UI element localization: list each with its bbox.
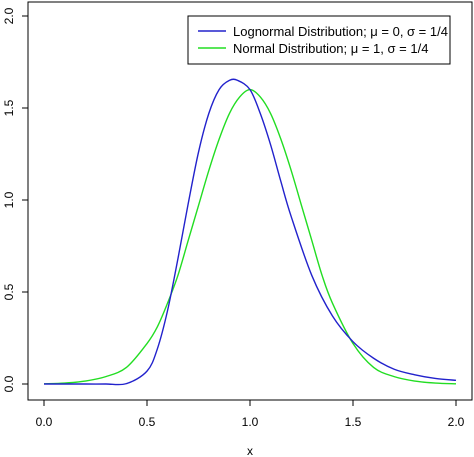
series-layer	[43, 78, 457, 386]
y-axis: 0.0 0.5 1.0 1.5 2.0	[2, 7, 29, 392]
legend-box	[187, 15, 451, 65]
x-tick-label: 1.5	[345, 415, 362, 429]
y-tick-label: 1.5	[2, 99, 16, 116]
legend: Lognormal Distribution; μ = 0, σ = 1/4 No…	[187, 15, 451, 65]
normal-curve	[43, 88, 457, 385]
legend-item-normal-label: Normal Distribution; μ = 1, σ = 1/4	[233, 41, 428, 56]
y-tick-label: 0.5	[2, 283, 16, 300]
y-tick-label: 0.0	[2, 375, 16, 392]
lognormal-curve	[43, 78, 457, 386]
y-tick-label: 1.0	[2, 191, 16, 208]
x-tick-label: 1.0	[242, 415, 259, 429]
x-axis: 0.0 0.5 1.0 1.5 2.0	[36, 399, 465, 429]
y-tick-label: 2.0	[2, 7, 16, 24]
legend-item-lognormal-label: Lognormal Distribution; μ = 0, σ = 1/4	[233, 24, 448, 39]
x-tick-label: 2.0	[448, 415, 465, 429]
x-tick-label: 0.5	[139, 415, 156, 429]
x-tick-label: 0.0	[36, 415, 53, 429]
x-axis-title: x	[247, 444, 253, 457]
